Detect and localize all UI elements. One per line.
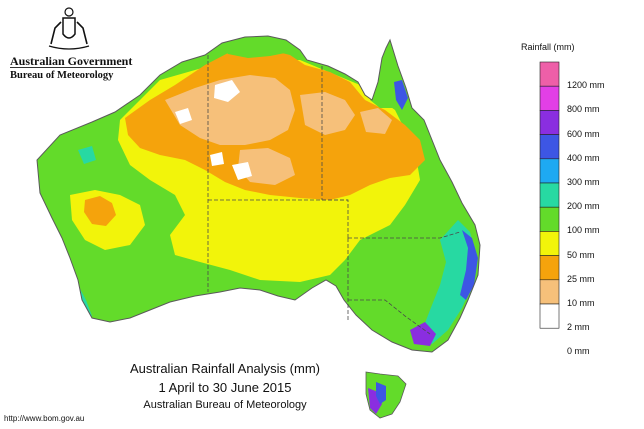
rainfall-zone-light-orange-5 bbox=[360, 108, 392, 134]
rainfall-zone-purple-east bbox=[410, 322, 436, 346]
legend-label: 0 mm bbox=[567, 346, 590, 357]
legend-label: 600 mm bbox=[567, 128, 600, 139]
rainfall-zone-dry-2 bbox=[175, 108, 192, 124]
legend-label: 10 mm bbox=[567, 298, 595, 308]
map-source: Australian Bureau of Meteorology bbox=[143, 399, 307, 411]
rainfall-zone-blue-east bbox=[460, 230, 478, 300]
legend-label: 2 mm bbox=[567, 322, 590, 333]
legend-label: 50 mm bbox=[567, 249, 595, 260]
logo-divider bbox=[10, 67, 126, 68]
coat-of-arms-icon bbox=[48, 7, 90, 50]
legend-title: Rainfall (mm) bbox=[521, 42, 575, 52]
legend-label: 200 mm bbox=[567, 201, 600, 212]
legend-label: 25 mm bbox=[567, 273, 595, 284]
rainfall-zone-blue-cape bbox=[394, 80, 408, 110]
source-url[interactable]: http://www.bom.gov.au bbox=[4, 414, 85, 423]
rainfall-zone-green-topend bbox=[220, 38, 290, 58]
gov-name: Australian Government bbox=[10, 54, 133, 68]
mainland-outline bbox=[36, 35, 481, 353]
legend-swatch bbox=[539, 255, 560, 281]
rainfall-zone-dry-1 bbox=[214, 80, 240, 102]
legend-swatch bbox=[539, 303, 560, 329]
map-period: 1 April to 30 June 2015 bbox=[158, 380, 292, 395]
rainfall-zone-teal-kimberley bbox=[78, 146, 96, 164]
rainfall-zone-dry-3 bbox=[232, 162, 252, 180]
legend-label: 400 mm bbox=[567, 152, 600, 163]
border-qld-nsw bbox=[348, 231, 461, 239]
legend-label: 1200 mm bbox=[567, 80, 605, 91]
legend-label: 100 mm bbox=[567, 225, 600, 236]
rainfall-zone-orange-west bbox=[84, 196, 116, 226]
legend-swatch bbox=[539, 279, 560, 305]
legend-swatch bbox=[539, 110, 560, 135]
legend-swatch bbox=[539, 61, 560, 87]
map-captions: Australian Rainfall Analysis (mm) 1 Apri… bbox=[90, 361, 360, 412]
legend-swatch bbox=[539, 158, 560, 184]
rainfall-zone-teal-east bbox=[420, 220, 476, 344]
rainfall-zone-light-orange-3 bbox=[238, 148, 295, 185]
state-borders bbox=[207, 55, 461, 335]
legend-swatch bbox=[539, 231, 560, 256]
bureau-name: Bureau of Meteorology bbox=[10, 70, 114, 81]
border-nsw-vic bbox=[348, 299, 431, 335]
legend-swatch bbox=[539, 206, 560, 232]
rainfall-zone-light-orange-2 bbox=[300, 92, 355, 135]
map-title: Australian Rainfall Analysis (mm) bbox=[129, 361, 320, 376]
legend-swatch bbox=[539, 134, 560, 160]
rainfall-zone-light-orange-1 bbox=[165, 75, 295, 145]
legend-label: 800 mm bbox=[567, 104, 600, 115]
legend-label: 300 mm bbox=[567, 177, 600, 187]
legend-swatch bbox=[539, 85, 560, 111]
legend-swatches bbox=[539, 61, 560, 329]
rainfall-zone-dry-4 bbox=[210, 152, 224, 166]
legend-swatch bbox=[539, 182, 560, 208]
border-qld-sa bbox=[322, 199, 349, 238]
tasmania-blue-west bbox=[376, 382, 386, 404]
